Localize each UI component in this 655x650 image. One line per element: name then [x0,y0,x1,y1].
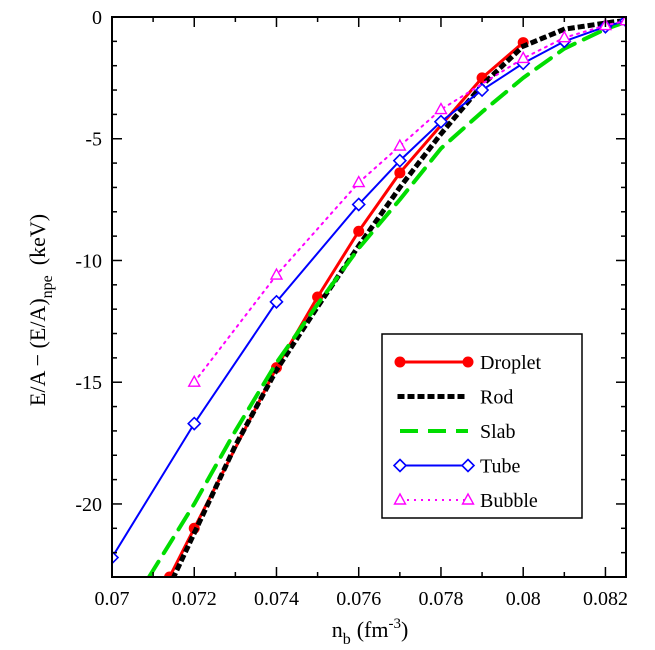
bubble-point [619,17,626,26]
legend-marker-droplet [394,356,406,368]
legend-marker-tube [460,458,476,473]
series-group [112,17,626,577]
legend-marker-bubble [393,492,407,505]
tube-point [351,197,366,212]
legend-label-slab: Slab [480,421,516,443]
bubble-point [352,175,366,188]
tube-point [433,114,449,129]
legend-label-tube: Tube [480,456,521,478]
tube-point [392,153,407,168]
legend: Droplet Rod Slab Tube Bubble [381,333,583,519]
axes: 0.07 0.072 0.074 0.076 0.078 0.08 0.082 0 -5 -10 -… [75,7,628,610]
bubble-line [193,19,626,384]
bubble-point [187,374,201,387]
x-tick-label: 0.082 [583,588,628,610]
legend-marker-bubble [461,492,475,505]
x-tick-label: 0.072 [172,588,217,610]
tube-point [187,416,202,431]
y-axis-label-sub: npe [39,275,56,298]
tube-point [474,82,490,98]
y-axis-label: E/A − (E/A)npe(keV) [25,214,56,406]
droplet-point [394,167,406,179]
y-tick-label: -15 [75,372,102,394]
y-tick-label: -10 [75,250,102,272]
y-tick-label: 0 [92,7,102,29]
tube-point [269,294,284,310]
x-axis-label: nb (fm-3) [332,616,409,648]
x-tick-label: 0.08 [506,588,541,610]
plot-area [112,17,626,577]
bubble-point [434,102,448,115]
droplet-point [353,225,365,237]
x-axis-label-sup: -3 [388,616,401,632]
legend-marker-tube [392,458,408,473]
slab-line [147,19,626,577]
tube-point [112,550,120,565]
x-tick-label: 0.074 [254,588,299,610]
x-tick-label: 0.07 [95,588,130,610]
x-tick-label: 0.076 [336,588,381,610]
bubble-point [516,50,530,64]
y-tick-label: -20 [75,494,102,516]
legend-label-droplet: Droplet [480,352,542,374]
rod-line [170,18,626,577]
bubble-point [557,30,572,43]
bubble-point [393,138,407,151]
legend-label-bubble: Bubble [480,490,538,512]
bubble-point [269,267,284,280]
legend-marker-droplet [462,356,474,368]
x-tick-label: 0.078 [418,588,463,610]
x-axis-label-sub: b [343,631,351,648]
plot-frame [111,16,627,578]
y-tick-label: -5 [85,129,102,151]
legend-box [381,333,583,519]
legend-label-rod: Rod [480,387,513,409]
